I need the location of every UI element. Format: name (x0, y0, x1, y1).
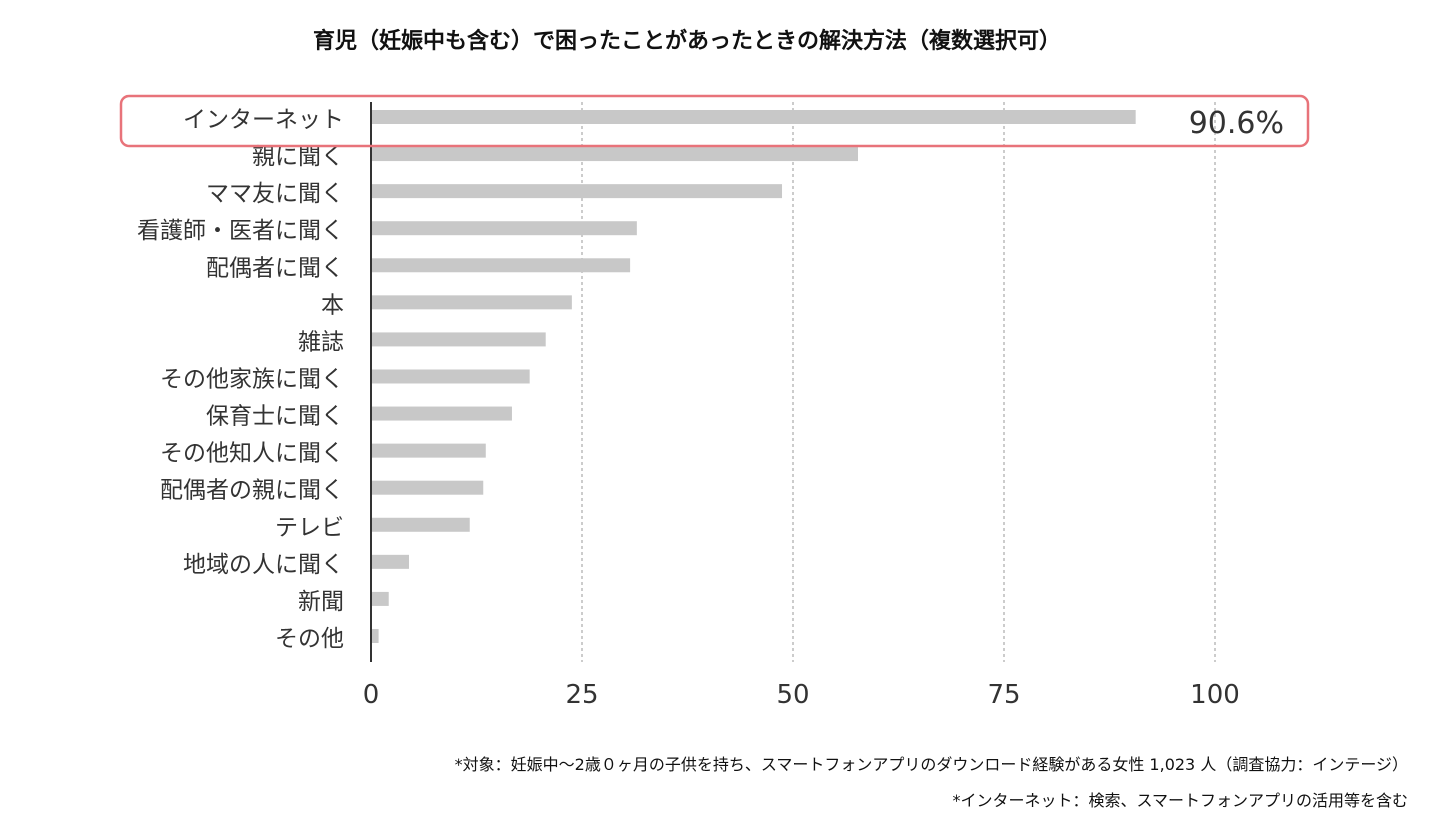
bar (372, 332, 546, 347)
bar (372, 221, 637, 236)
category-label: 本 (321, 292, 344, 318)
highlight-box (119, 94, 1310, 148)
bar (372, 147, 858, 162)
bar (372, 628, 379, 643)
footnote-1: *対象：妊娠中〜2歳０ヶ月の子供を持ち、スマートフォンアプリのダウンロード経験が… (455, 755, 1408, 774)
category-label: その他知人に聞く (160, 441, 344, 467)
category-label: 新聞 (298, 589, 344, 615)
category-label: 配偶者の親に聞く (160, 478, 344, 504)
category-label: 保育士に聞く (206, 404, 344, 430)
bar (372, 110, 1136, 124)
footnote-2: *インターネット：検索、スマートフォンアプリの活用等を含む (952, 791, 1408, 810)
x-tick-label: 0 (363, 680, 380, 710)
bar (372, 480, 484, 495)
category-label: 看護師・医者に聞く (137, 218, 344, 244)
chart-title: 育児（妊娠中も含む）で困ったことがあったときの解決方法（複数選択可） (313, 28, 1061, 54)
category-label: その他 (275, 626, 344, 652)
x-tick-label: 50 (776, 680, 809, 710)
x-tick-label: 100 (1190, 680, 1240, 710)
category-label: 配偶者に聞く (206, 255, 344, 281)
bar (372, 258, 631, 273)
category-label: その他家族に聞く (160, 366, 344, 392)
category-label: テレビ (275, 515, 344, 541)
bar (372, 184, 783, 199)
bar (372, 554, 409, 569)
bar (372, 406, 512, 421)
category-label: 地域の人に聞く (183, 552, 344, 578)
category-label: 雑誌 (298, 329, 344, 355)
bar (372, 443, 486, 458)
bar (372, 369, 530, 384)
bar (372, 517, 470, 532)
x-tick-label: 75 (987, 680, 1020, 710)
category-label: インターネット (183, 107, 344, 133)
category-label: 親に聞く (252, 144, 344, 170)
category-label: ママ友に聞く (206, 181, 344, 207)
x-tick-label: 25 (565, 680, 598, 710)
bar (372, 591, 389, 606)
bar (372, 295, 572, 310)
highlight-label: 90.6% (1189, 106, 1284, 141)
